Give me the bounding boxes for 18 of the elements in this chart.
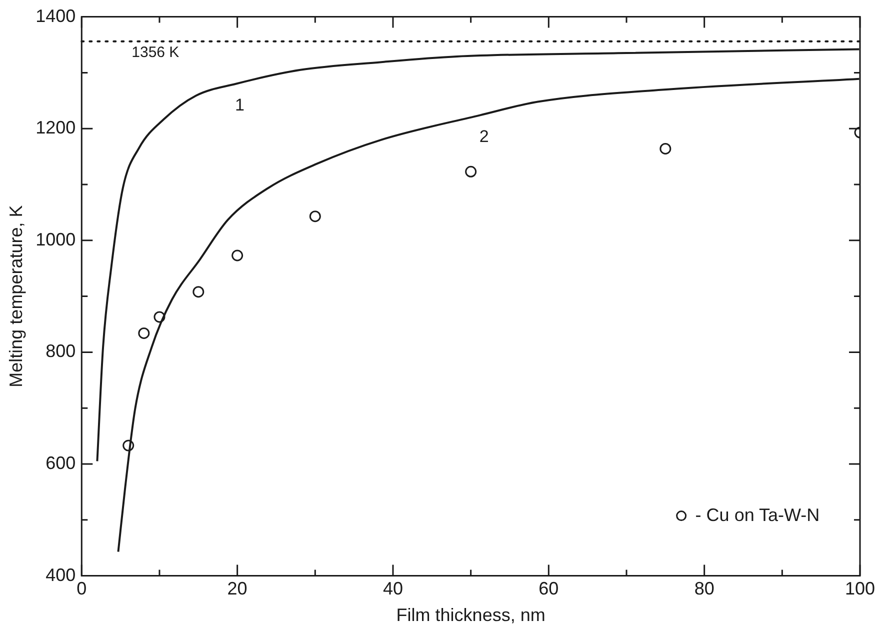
y-tick-label: 1200 — [36, 118, 76, 138]
legend-label: - Cu on Ta-W-N — [695, 504, 820, 525]
ref-line-label: 1356 K — [132, 44, 180, 62]
x-tick-label: 100 — [844, 578, 876, 599]
x-tick-label: 60 — [538, 578, 559, 599]
y-tick-label: 400 — [46, 564, 76, 585]
series-label: 2 — [479, 126, 489, 146]
x-tick-label: 0 — [76, 578, 87, 599]
y-tick-label: 1000 — [36, 229, 76, 250]
y-tick-label: 800 — [46, 341, 76, 362]
y-tick-label: 1400 — [36, 6, 76, 26]
x-axis-title: Film thickness, nm — [396, 605, 546, 626]
x-tick-label: 80 — [694, 578, 714, 599]
x-tick-label: 20 — [227, 578, 248, 599]
y-tick-label: 600 — [46, 452, 76, 473]
y-axis-title: Melting temperature, K — [6, 205, 26, 388]
x-tick-label: 40 — [382, 578, 403, 599]
series-label: 1 — [235, 96, 244, 115]
